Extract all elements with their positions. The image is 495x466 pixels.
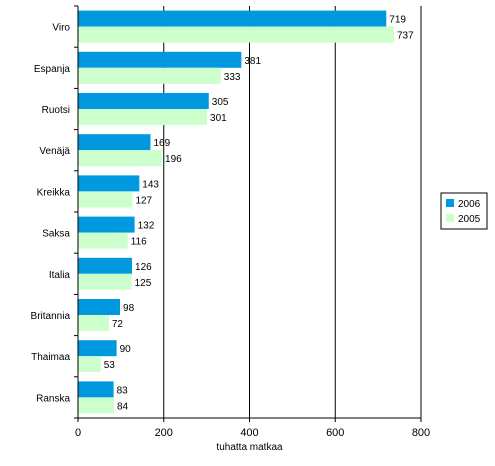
- bar-2006: [78, 10, 387, 27]
- legend: 2006 2005: [440, 192, 488, 230]
- bar-2005: [78, 315, 109, 331]
- bars: [78, 10, 394, 414]
- data-label: 719: [389, 15, 406, 26]
- legend-swatch: [446, 199, 454, 207]
- bar-2005: [78, 150, 163, 167]
- x-tick-label: 800: [412, 427, 430, 439]
- data-label: 143: [142, 179, 159, 190]
- data-label: 301: [210, 113, 227, 124]
- x-axis-title: tuhatta matkaa: [216, 442, 283, 453]
- data-label: 737: [397, 31, 414, 42]
- x-axis: 0 200 400 600 800: [74, 5, 430, 439]
- bar-2006: [78, 340, 117, 357]
- category-label: Venäjä: [39, 146, 70, 157]
- data-label: 90: [120, 344, 132, 355]
- category-labels: Viro Espanja Ruotsi Venäjä Kreikka Saksa Itali…: [31, 23, 71, 405]
- data-label: 84: [117, 401, 129, 412]
- bar-2006: [78, 93, 209, 109]
- bar-2005: [78, 26, 394, 43]
- bar-2006: [78, 299, 121, 315]
- data-label: 333: [224, 72, 241, 83]
- bar-2006: [78, 175, 140, 192]
- data-label: 196: [165, 154, 182, 165]
- category-label: Britannia: [31, 311, 71, 322]
- data-label: 126: [135, 262, 152, 273]
- data-label: 72: [112, 319, 124, 330]
- data-label: 127: [135, 195, 152, 206]
- data-label: 305: [212, 97, 229, 108]
- bar-2006: [78, 257, 133, 274]
- category-label: Ranska: [36, 393, 70, 404]
- bar-2006: [78, 134, 151, 151]
- data-label: 169: [153, 138, 170, 149]
- x-tick-label: 400: [240, 427, 258, 439]
- bar-2005: [78, 109, 208, 125]
- bar-2006: [78, 51, 242, 68]
- bar-2005: [78, 191, 133, 208]
- bar-2006: [78, 381, 114, 398]
- bar-2005: [78, 397, 115, 414]
- category-label: Saksa: [42, 229, 70, 240]
- data-label: 98: [123, 303, 135, 314]
- gridlines: [163, 6, 422, 418]
- category-label: Espanja: [34, 64, 71, 75]
- data-label: 116: [131, 237, 147, 248]
- data-label: 125: [135, 278, 152, 289]
- category-label: Ruotsi: [42, 105, 70, 116]
- x-tick-label: 600: [326, 427, 344, 439]
- category-label: Italia: [49, 270, 71, 281]
- data-label: 381: [244, 56, 261, 67]
- x-tick-label: 200: [155, 427, 173, 439]
- legend-label: 2006: [458, 199, 481, 210]
- bar-2005: [78, 67, 221, 84]
- category-label: Kreikka: [37, 187, 71, 198]
- bar-2006: [78, 216, 135, 233]
- bar-2005: [78, 356, 101, 373]
- data-label: 132: [138, 221, 155, 232]
- legend-label: 2005: [458, 214, 481, 225]
- legend-swatch: [446, 214, 454, 222]
- data-label: 83: [117, 385, 129, 396]
- category-label: Viro: [52, 23, 70, 34]
- x-tick-label: 0: [75, 427, 81, 439]
- category-label: Thaimaa: [31, 352, 70, 363]
- bar-2005: [78, 232, 128, 249]
- bar-2005: [78, 273, 132, 290]
- data-label: 53: [104, 360, 116, 371]
